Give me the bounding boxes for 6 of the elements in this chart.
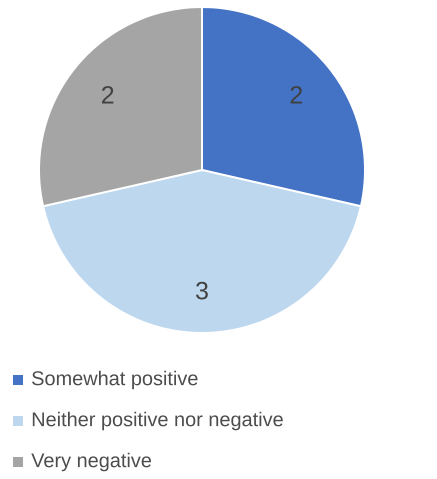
legend-label: Neither positive nor negative bbox=[32, 412, 283, 430]
data-label: 2 bbox=[102, 86, 114, 104]
legend-label: Somewhat positive bbox=[32, 370, 198, 390]
legend-label: Very negative bbox=[31, 452, 152, 472]
data-label: 3 bbox=[196, 282, 208, 300]
data-label: 2 bbox=[290, 86, 302, 104]
